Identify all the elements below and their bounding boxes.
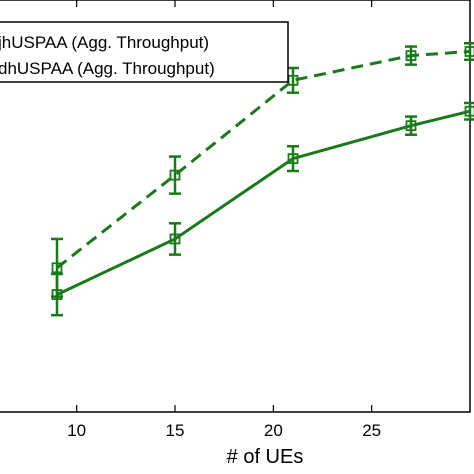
plot-border — [0, 0, 471, 413]
plot-frame — [0, 0, 471, 413]
data-point — [464, 46, 474, 57]
series-line — [56, 50, 471, 269]
legend-entry-jhuspaa: jhUSPAA (Agg. Throughput) — [0, 33, 209, 52]
data-point — [405, 50, 417, 62]
x-tick-label: 25 — [362, 421, 381, 440]
data-point — [51, 289, 63, 300]
x-tick-label: 20 — [264, 421, 283, 440]
x-axis-ticks: 10 15 20 25 — [67, 0, 381, 440]
series-dhuspaa — [51, 101, 474, 317]
legend: jhUSPAA (Agg. Throughput) dhUSPAA (Agg. … — [0, 21, 289, 83]
x-tick-label: 10 — [67, 421, 86, 440]
data-point — [169, 169, 181, 181]
legend-box — [0, 21, 289, 83]
data-point — [405, 120, 417, 132]
data-point — [51, 262, 63, 274]
data-point — [287, 153, 299, 165]
data-point — [169, 233, 181, 245]
legend-entry-dhuspaa: dhUSPAA (Agg. Throughput) — [0, 59, 215, 78]
x-axis-title: # of UEs — [227, 446, 304, 468]
x-tick-label: 15 — [166, 421, 185, 440]
data-point — [464, 105, 474, 117]
series-layer — [51, 42, 474, 317]
